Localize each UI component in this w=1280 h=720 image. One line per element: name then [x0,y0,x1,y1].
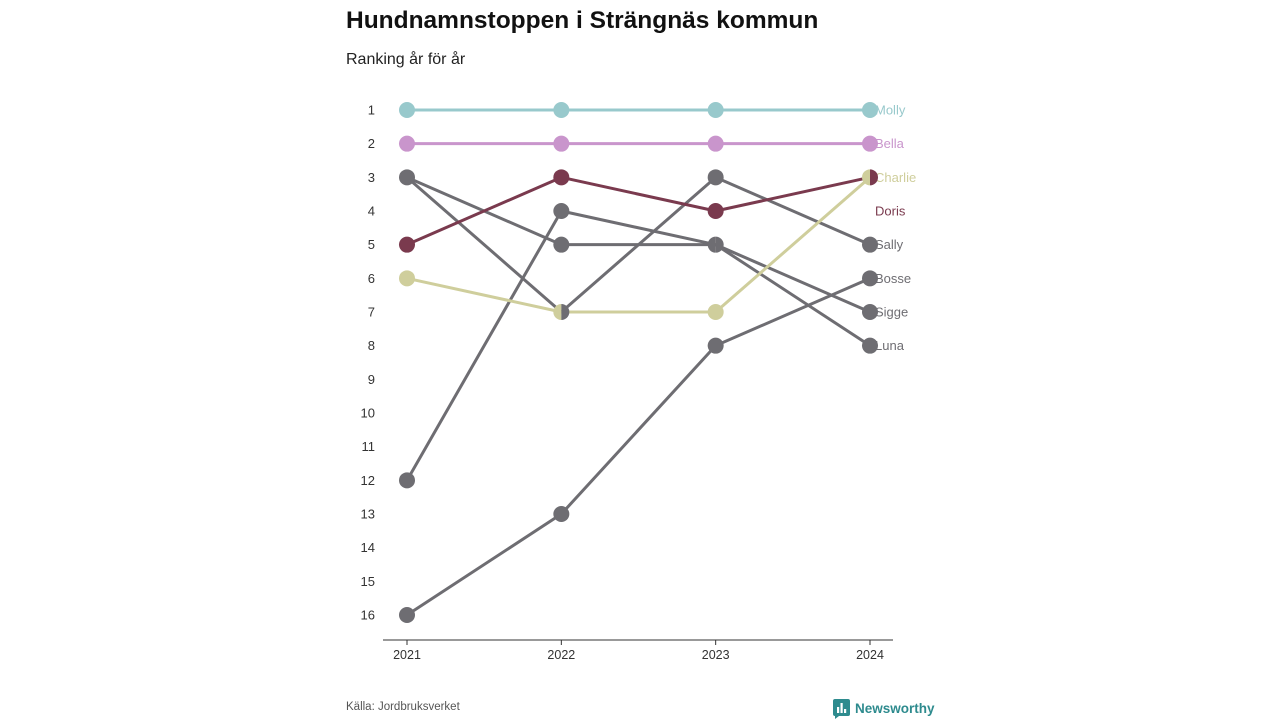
y-tick-label: 12 [361,473,375,488]
y-tick-label: 6 [368,271,375,286]
series-lines [405,108,871,617]
brand-name: Newsworthy [855,700,935,716]
series-label-molly: Molly [875,103,906,118]
y-tick-label: 14 [361,540,375,555]
series-labels: Molly Bella Charlie Doris Sally Bosse Sigge Lun… [875,103,916,354]
y-tick-label: 13 [361,507,375,522]
y-tick-label: 7 [368,305,375,320]
x-tick-label: 2023 [702,648,730,662]
marker-sigge-2023 [707,236,716,253]
y-tick-label: 9 [368,372,375,387]
marker-sally-2021 [399,169,407,186]
series-label-luna: Luna [875,338,905,353]
series-line-charlie [406,176,871,314]
marker-charlie-2022 [553,304,562,320]
series-label-doris: Doris [875,204,906,219]
newsworthy-logo-icon [833,699,850,719]
marker-luna-2022 [553,203,570,219]
y-tick-label: 4 [368,204,375,219]
marker-luna-2024 [862,337,878,354]
marker-molly-2022 [553,102,570,118]
series-label-sigge: Sigge [875,305,908,320]
marker-charlie-2023 [707,304,724,320]
source-note: Källa: Jordbruksverket [346,701,460,713]
y-tick-label: 8 [368,338,375,353]
x-tick-label: 2024 [856,648,884,662]
marker-bosse-2023 [707,337,724,354]
marker-luna-2021 [399,472,415,489]
marker-bosse-2022 [553,506,570,522]
marker-molly-2023 [707,102,724,118]
marker-bella-2021 [399,135,415,152]
series-label-charlie: Charlie [875,170,916,185]
series-label-sally: Sally [875,237,904,252]
brand-logo[interactable]: Newsworthy [833,699,935,719]
chart-subtitle: Ranking år för år [346,51,466,68]
y-tick-label: 16 [361,608,375,623]
marker-bella-2022 [553,135,570,152]
y-tick-label: 5 [368,237,375,252]
marker-doris-2021 [399,236,415,253]
x-tick-label: 2021 [393,648,421,662]
y-tick-label: 1 [368,103,375,118]
marker-molly-2024 [862,102,878,118]
series-label-bella: Bella [875,136,905,151]
marker-charlie-2024 [862,169,870,186]
marker-doris-2024 [870,169,878,186]
y-tick-label: 11 [362,439,376,454]
marker-luna-2023 [715,236,724,253]
y-tick-label: 10 [361,406,375,421]
marker-bosse-2021 [399,607,415,623]
marker-bella-2023 [707,135,724,152]
series-markers [399,102,878,623]
series-line-doris [406,175,871,247]
marker-bosse-2024 [862,270,878,287]
marker-bella-2024 [862,135,878,152]
marker-sally-2024 [862,236,878,253]
marker-sigge-2022 [553,236,570,253]
marker-doris-2023 [707,203,724,219]
y-tick-label: 15 [361,574,375,589]
marker-sigge-2021 [407,169,415,186]
x-tick-label: 2022 [547,648,575,662]
marker-doris-2022 [553,169,570,186]
marker-sigge-2024 [862,304,878,320]
marker-sally-2023 [707,169,724,186]
series-label-bosse: Bosse [875,271,911,286]
chart-title: Hundnamnstoppen i Strängnäs kommun [346,7,819,34]
series-line-sally [406,175,871,314]
marker-molly-2021 [399,102,415,118]
marker-charlie-2021 [399,270,415,287]
y-tick-label: 3 [368,170,375,185]
y-tick-label: 2 [368,136,375,151]
series-line-luna [405,209,871,482]
series-line-bosse [406,276,871,617]
marker-sally-2022 [561,304,570,320]
